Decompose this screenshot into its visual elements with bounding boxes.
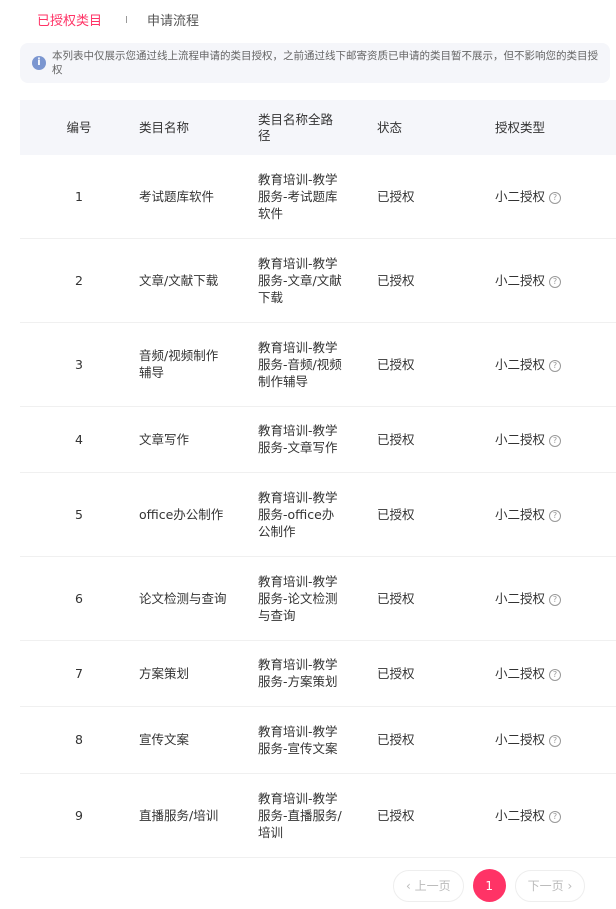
next-page-button[interactable]: 下一页 › — [514, 869, 586, 902]
cell-number: 6 — [20, 556, 138, 641]
cell-status: 已授权 — [376, 556, 494, 641]
cell-path: 教育培训-教学服务-音频/视频制作辅导 — [257, 322, 376, 407]
help-icon[interactable]: ? — [549, 668, 562, 681]
cell-path: 教育培训-教学服务-论文检测与查询 — [257, 556, 376, 641]
cell-number: 9 — [20, 773, 138, 858]
page-1-button[interactable]: 1 — [472, 869, 506, 902]
help-icon[interactable]: ? — [549, 359, 562, 372]
cell-path: 教育培训-教学服务-方案策划 — [257, 640, 376, 707]
cell-name: 文章/文献下载 — [138, 238, 257, 323]
help-icon[interactable]: ? — [549, 275, 562, 288]
notice-text: 本列表中仅展示您通过线上流程申请的类目授权，之前通过线下邮寄资质已申请的类目暂不… — [52, 50, 598, 76]
cell-status: 已授权 — [376, 640, 494, 707]
cell-type: 小二授权? — [494, 706, 616, 774]
cell-number: 4 — [20, 406, 138, 473]
cell-type: 小二授权? — [494, 238, 616, 323]
cell-name: 文章写作 — [138, 406, 257, 473]
cell-name: 考试题库软件 — [138, 155, 257, 239]
cell-path: 教育培训-教学服务-office办公制作 — [257, 472, 376, 557]
cell-status: 已授权 — [376, 155, 494, 239]
tab-authorized-categories[interactable]: 已授权类目 — [37, 14, 103, 29]
help-icon[interactable]: ? — [549, 810, 562, 823]
help-icon[interactable]: ? — [549, 593, 562, 606]
cell-status: 已授权 — [376, 472, 494, 557]
help-icon[interactable]: ? — [549, 735, 562, 747]
header-name: 类目名称 — [139, 119, 190, 135]
cell-number: 3 — [20, 322, 138, 407]
cell-type: 小二授权? — [494, 406, 616, 473]
cell-type: 小二授权? — [494, 472, 616, 557]
cell-number: 2 — [20, 238, 138, 323]
header-status: 状态 — [377, 119, 403, 135]
tabs: 已授权类目 申请流程 — [37, 10, 199, 29]
table-header: 编号 类目名称 类目名称全路径 状态 授权类型 — [20, 100, 616, 155]
prev-page-button[interactable]: ‹ 上一页 — [393, 869, 464, 902]
cell-name: 论文检测与查询 — [138, 556, 257, 641]
cell-path: 教育培训-教学服务-直播服务/培训 — [257, 773, 376, 858]
info-icon: i — [32, 56, 46, 70]
cell-path: 教育培训-教学服务-宣传文案 — [257, 706, 376, 774]
chevron-left-icon: ‹ — [406, 878, 415, 893]
cell-type: 小二授权? — [494, 640, 616, 707]
cell-name: office办公制作 — [138, 472, 257, 557]
cell-name: 宣传文案 — [138, 706, 257, 774]
help-icon[interactable]: ? — [549, 191, 562, 204]
tab-application-process[interactable]: 申请流程 — [147, 14, 200, 29]
cell-number: 5 — [20, 472, 138, 557]
header-number: 编号 — [66, 119, 92, 135]
cell-number: 7 — [20, 640, 138, 707]
cell-type: 小二授权? — [494, 773, 616, 858]
cell-name: 直播服务/培训 — [138, 773, 257, 858]
notice-banner: i 本列表中仅展示您通过线上流程申请的类目授权，之前通过线下邮寄资质已申请的类目… — [20, 43, 610, 83]
chevron-right-icon: › — [563, 878, 573, 893]
table-row: 5 office办公制作 教育培训-教学服务-office办公制作 已授权 小二… — [20, 472, 616, 557]
cell-number: 1 — [20, 155, 138, 239]
category-table: 编号 类目名称 类目名称全路径 状态 授权类型 1 考试题库软件 教育培训-教学… — [20, 100, 616, 858]
table-row: 9 直播服务/培训 教育培训-教学服务-直播服务/培训 已授权 小二授权? — [20, 773, 616, 858]
header-type: 授权类型 — [495, 119, 546, 135]
cell-type: 小二授权? — [494, 322, 616, 407]
cell-status: 已授权 — [376, 773, 494, 858]
table-row: 1 考试题库软件 教育培训-教学服务-考试题库软件 已授权 小二授权? — [20, 155, 616, 239]
table-row: 7 方案策划 教育培训-教学服务-方案策划 已授权 小二授权? — [20, 640, 616, 707]
tab-divider — [126, 16, 128, 23]
pagination: ‹ 上一页 1 下一页 › — [393, 869, 586, 902]
cell-status: 已授权 — [376, 706, 494, 774]
help-icon[interactable]: ? — [549, 509, 562, 522]
cell-status: 已授权 — [376, 322, 494, 407]
cell-path: 教育培训-教学服务-文章写作 — [257, 406, 376, 473]
cell-path: 教育培训-教学服务-文章/文献下载 — [257, 238, 376, 323]
table-row: 4 文章写作 教育培训-教学服务-文章写作 已授权 小二授权? — [20, 406, 616, 473]
table-row: 8 宣传文案 教育培训-教学服务-宣传文案 已授权 小二授权? — [20, 706, 616, 774]
cell-status: 已授权 — [376, 238, 494, 323]
help-icon[interactable]: ? — [549, 434, 562, 447]
cell-name: 音频/视频制作辅导 — [138, 322, 257, 407]
cell-number: 8 — [20, 706, 138, 774]
table-row: 2 文章/文献下载 教育培训-教学服务-文章/文献下载 已授权 小二授权? — [20, 238, 616, 323]
cell-status: 已授权 — [376, 406, 494, 473]
cell-type: 小二授权? — [494, 155, 616, 239]
header-path: 类目名称全路径 — [258, 111, 334, 143]
table-row: 3 音频/视频制作辅导 教育培训-教学服务-音频/视频制作辅导 已授权 小二授权… — [20, 322, 616, 407]
table-row: 6 论文检测与查询 教育培训-教学服务-论文检测与查询 已授权 小二授权? — [20, 556, 616, 641]
cell-type: 小二授权? — [494, 556, 616, 641]
cell-path: 教育培训-教学服务-考试题库软件 — [257, 155, 376, 239]
cell-name: 方案策划 — [138, 640, 257, 707]
